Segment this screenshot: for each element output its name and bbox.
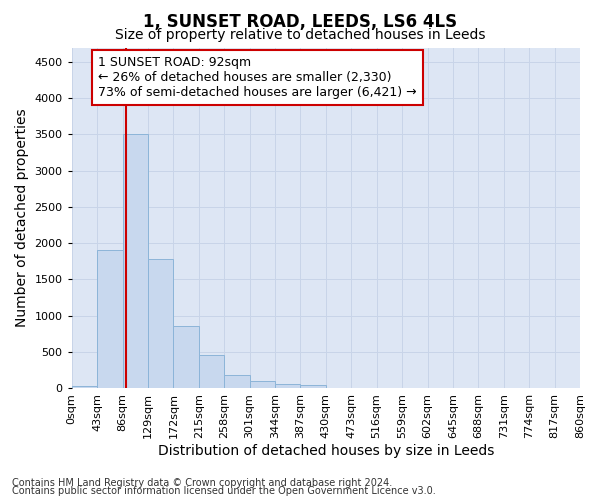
Bar — [224, 376, 250, 388]
Text: Contains HM Land Registry data © Crown copyright and database right 2024.: Contains HM Land Registry data © Crown c… — [12, 478, 392, 488]
X-axis label: Distribution of detached houses by size in Leeds: Distribution of detached houses by size … — [158, 444, 494, 458]
Bar — [275, 384, 301, 388]
Y-axis label: Number of detached properties: Number of detached properties — [15, 108, 29, 327]
Bar — [148, 259, 173, 388]
Text: Contains public sector information licensed under the Open Government Licence v3: Contains public sector information licen… — [12, 486, 436, 496]
Bar — [122, 134, 148, 388]
Bar — [301, 385, 326, 388]
Bar — [72, 386, 97, 388]
Bar — [199, 356, 224, 388]
Bar — [173, 326, 199, 388]
Bar — [97, 250, 122, 388]
Bar — [250, 382, 275, 388]
Text: 1, SUNSET ROAD, LEEDS, LS6 4LS: 1, SUNSET ROAD, LEEDS, LS6 4LS — [143, 12, 457, 30]
Text: Size of property relative to detached houses in Leeds: Size of property relative to detached ho… — [115, 28, 485, 42]
Text: 1 SUNSET ROAD: 92sqm
← 26% of detached houses are smaller (2,330)
73% of semi-de: 1 SUNSET ROAD: 92sqm ← 26% of detached h… — [98, 56, 417, 99]
